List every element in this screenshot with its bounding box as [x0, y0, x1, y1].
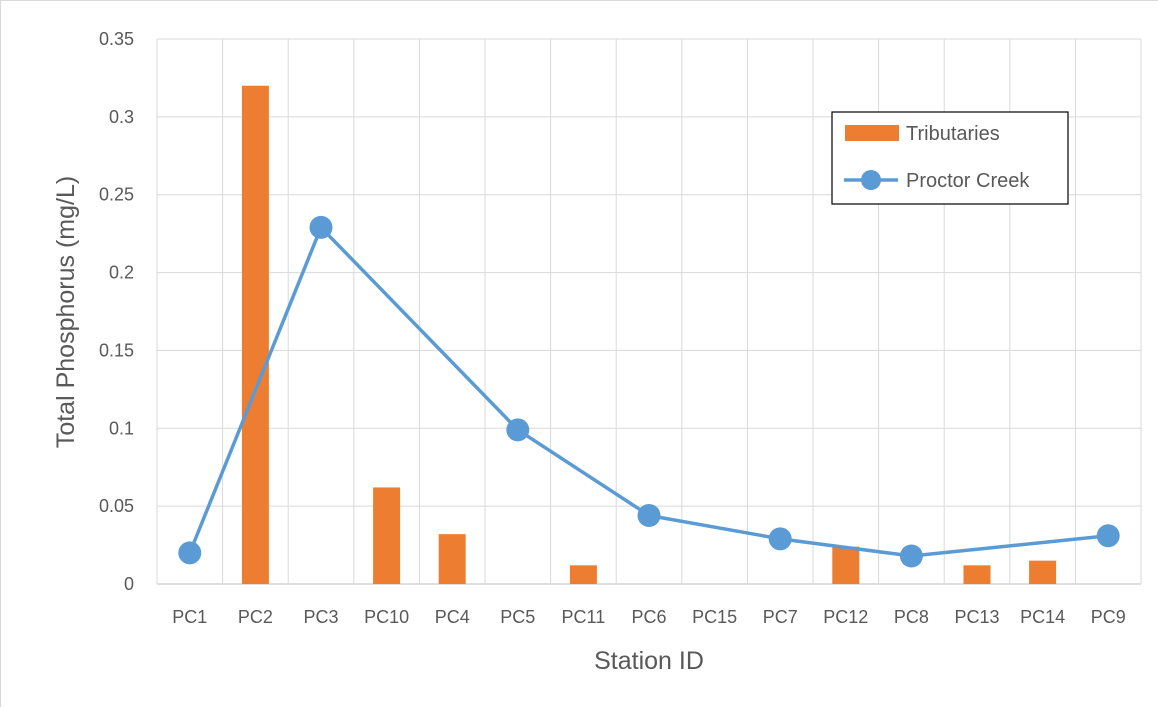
y-tick-label: 0.05: [99, 496, 134, 516]
x-tick-label: PC1: [172, 607, 207, 627]
y-tick-label: 0.2: [109, 263, 134, 283]
legend-marker-proctor-creek: [861, 170, 881, 190]
bar-tributaries: [373, 487, 401, 584]
x-tick-label: PC6: [631, 607, 666, 627]
x-tick-labels: PC1 PC2 PC3 PC10 PC4 PC5 PC11 PC6 PC15 PC7 PC12 PC8…: [172, 607, 1125, 627]
x-tick-label: PC13: [954, 607, 999, 627]
x-tick-label: PC12: [823, 607, 868, 627]
point-proctor-creek: [309, 215, 333, 239]
bar-tributaries: [1029, 560, 1057, 584]
legend-label-tributaries: Tributaries: [906, 123, 1000, 145]
x-axis-title: Station ID: [594, 647, 704, 675]
y-tick-label: 0.15: [99, 340, 134, 360]
x-tick-label: PC10: [364, 607, 409, 627]
x-tick-label: PC15: [692, 607, 737, 627]
y-axis-title: Total Phosphorus (mg/L): [52, 176, 80, 448]
x-tick-label: PC8: [894, 607, 929, 627]
point-proctor-creek: [506, 418, 530, 442]
legend-label-proctor-creek: Proctor Creek: [906, 170, 1030, 192]
y-tick-labels: 0 0.05 0.1 0.15 0.2 0.25 0.3 0.35: [99, 29, 134, 594]
point-proctor-creek: [637, 503, 661, 527]
x-tick-label: PC4: [435, 607, 470, 627]
bar-tributaries: [569, 565, 597, 584]
proctor-creek-line: [178, 215, 1120, 568]
y-tick-label: 0: [124, 574, 134, 594]
legend-swatch-tributaries: [845, 125, 899, 141]
bar-tributaries: [438, 534, 466, 584]
point-proctor-creek: [1096, 524, 1120, 548]
x-tick-label: PC7: [763, 607, 798, 627]
x-tick-label: PC3: [303, 607, 338, 627]
bar-tributaries: [241, 85, 269, 584]
y-tick-label: 0.1: [109, 418, 134, 438]
x-tick-label: PC11: [562, 607, 606, 627]
bar-tributaries: [963, 565, 991, 584]
x-tick-label: PC9: [1091, 607, 1126, 627]
point-proctor-creek: [899, 544, 923, 568]
x-tick-label: PC5: [500, 607, 535, 627]
y-tick-label: 0.35: [99, 29, 134, 49]
x-tick-label: PC14: [1020, 607, 1065, 627]
x-tick-label: PC2: [238, 607, 273, 627]
y-tick-label: 0.25: [99, 185, 134, 205]
grid: [156, 38, 1142, 585]
tributaries-bars: [241, 85, 1057, 584]
bar-tributaries: [832, 546, 860, 584]
legend: Tributaries Proctor Creek: [831, 111, 1069, 205]
point-proctor-creek: [178, 541, 202, 565]
y-tick-label: 0.3: [109, 107, 134, 127]
point-proctor-creek: [768, 527, 792, 551]
